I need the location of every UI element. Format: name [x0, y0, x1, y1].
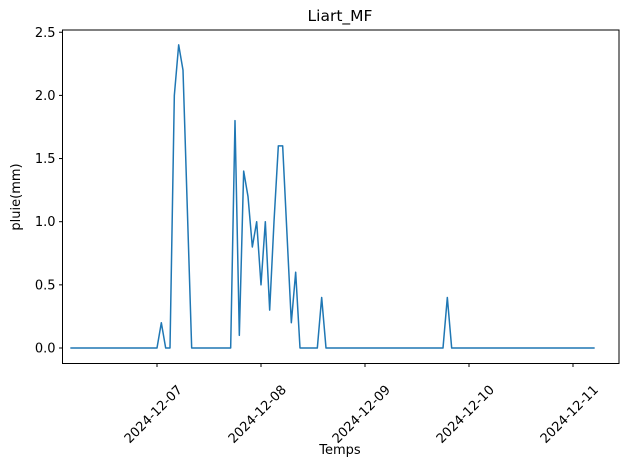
plot-area-spines	[62, 29, 620, 364]
y-tick-label: 0.0	[35, 342, 56, 357]
y-axis-label: pluie(mm)	[9, 163, 24, 230]
chart-title: Liart_MF	[308, 7, 373, 26]
y-tick-label: 2.0	[35, 89, 56, 104]
y-tick-label: 2.5	[35, 26, 56, 41]
rain-data-line	[70, 44, 595, 349]
y-tick-label: 1.5	[35, 152, 56, 167]
x-tick-label: 2024-12-09	[330, 383, 394, 447]
x-tick-label: 2024-12-10	[434, 383, 498, 447]
y-axis-ticks: 0.0 0.5 1.0 1.5 2.0 2.5	[35, 26, 63, 357]
x-tick-label: 2024-12-11	[538, 383, 602, 447]
x-axis-ticks: 2024-12-07 2024-12-08 2024-12-09 2024-12-10…	[122, 363, 602, 447]
x-tick-label: 2024-12-07	[122, 383, 186, 447]
x-axis-label: Temps	[318, 443, 361, 458]
x-tick-label: 2024-12-08	[226, 383, 290, 447]
y-tick-label: 1.0	[35, 215, 56, 230]
y-tick-label: 0.5	[35, 278, 56, 293]
